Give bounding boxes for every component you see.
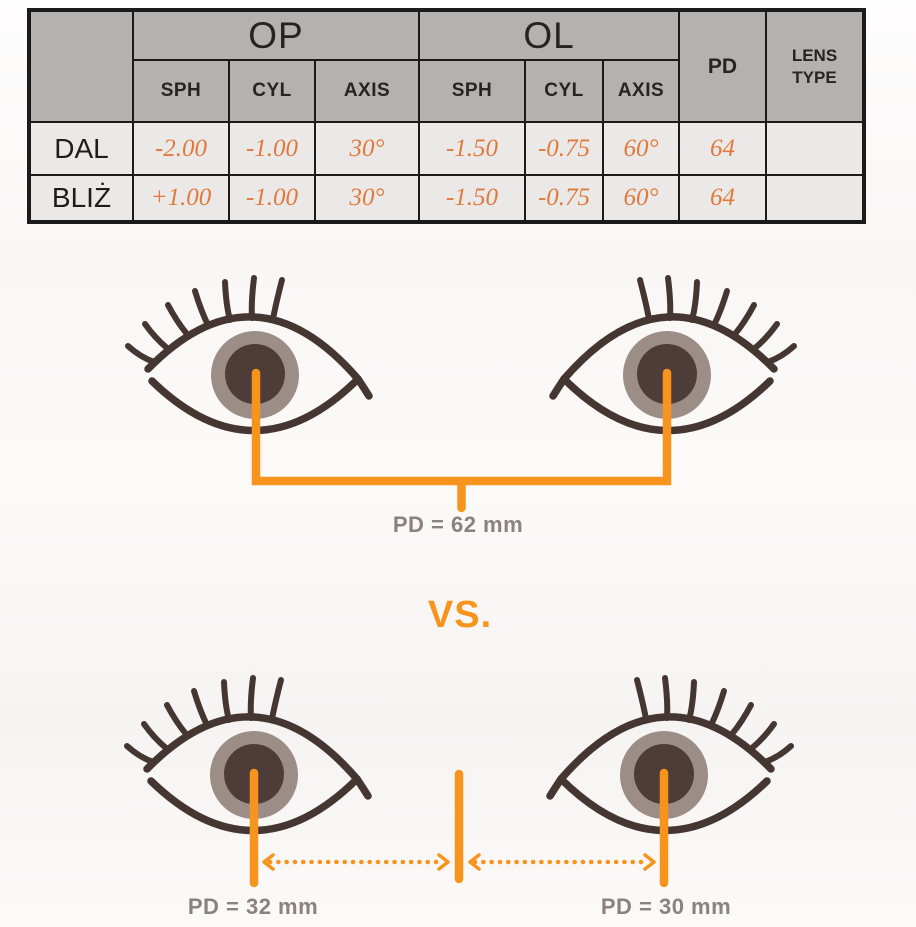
rx-value-cell: -1.50 <box>418 174 526 223</box>
lens-type-cell <box>765 121 865 176</box>
binocular-diagram <box>128 278 794 513</box>
sub-header-ol-axis: AXIS <box>602 59 680 123</box>
rx-value-cell: -0.75 <box>524 174 604 223</box>
table-row-subheaders: SPH CYL AXIS SPH CYL AXIS <box>29 59 864 123</box>
row-label-bliz: BLIŻ <box>28 174 134 223</box>
monocular-diagram <box>127 678 791 888</box>
sub-header-op-axis: AXIS <box>314 59 420 123</box>
prescription-table: OP OL PD LENS TYPE SPH CYL AXIS SPH CYL … <box>27 8 866 224</box>
pd-diagram <box>0 250 916 888</box>
vs-label: VS. <box>427 594 493 636</box>
pd-dimension-arrows <box>262 853 656 871</box>
pd-total-label: PD = 62 mm <box>392 512 524 537</box>
sub-header-op-cyl: CYL <box>228 59 316 123</box>
rx-value-cell: 30° <box>314 174 420 223</box>
rx-value-cell: -0.75 <box>524 121 604 176</box>
lens-type-cell <box>765 174 865 223</box>
rx-value-cell: 30° <box>314 121 420 176</box>
col-header-op: OP <box>132 9 420 61</box>
pd-bracket <box>251 368 672 486</box>
table-row-dal: DAL -2.00 -1.00 30° -1.50 -0.75 60° 64 <box>28 121 865 176</box>
rx-value-cell: 60° <box>602 174 680 223</box>
rx-value-cell: -1.00 <box>228 121 316 176</box>
pd-right-label: PD = 30 mm <box>600 894 732 919</box>
rx-value-cell: 60° <box>602 121 680 176</box>
col-header-lens-type: LENS TYPE <box>765 9 865 123</box>
row-label-dal: DAL <box>28 121 134 176</box>
col-header-pd: PD <box>678 9 767 123</box>
sub-header-ol-cyl: CYL <box>524 59 604 123</box>
sub-header-op-sph: SPH <box>132 59 230 123</box>
table-row-groups: OP OL PD LENS TYPE <box>28 9 865 123</box>
sub-header-ol-sph: SPH <box>418 59 526 123</box>
col-header-ol: OL <box>418 9 680 61</box>
corner-cell <box>28 9 134 123</box>
pd-left-label: PD = 32 mm <box>187 894 319 919</box>
rx-value-cell: 64 <box>678 174 767 223</box>
rx-value-cell: -2.00 <box>132 121 230 176</box>
rx-value-cell: +1.00 <box>132 174 230 223</box>
rx-value-cell: -1.00 <box>228 174 316 223</box>
table-row-bliz: BLIŻ +1.00 -1.00 30° -1.50 -0.75 60° 64 <box>28 174 865 223</box>
rx-value-cell: 64 <box>678 121 767 176</box>
rx-value-cell: -1.50 <box>418 121 526 176</box>
